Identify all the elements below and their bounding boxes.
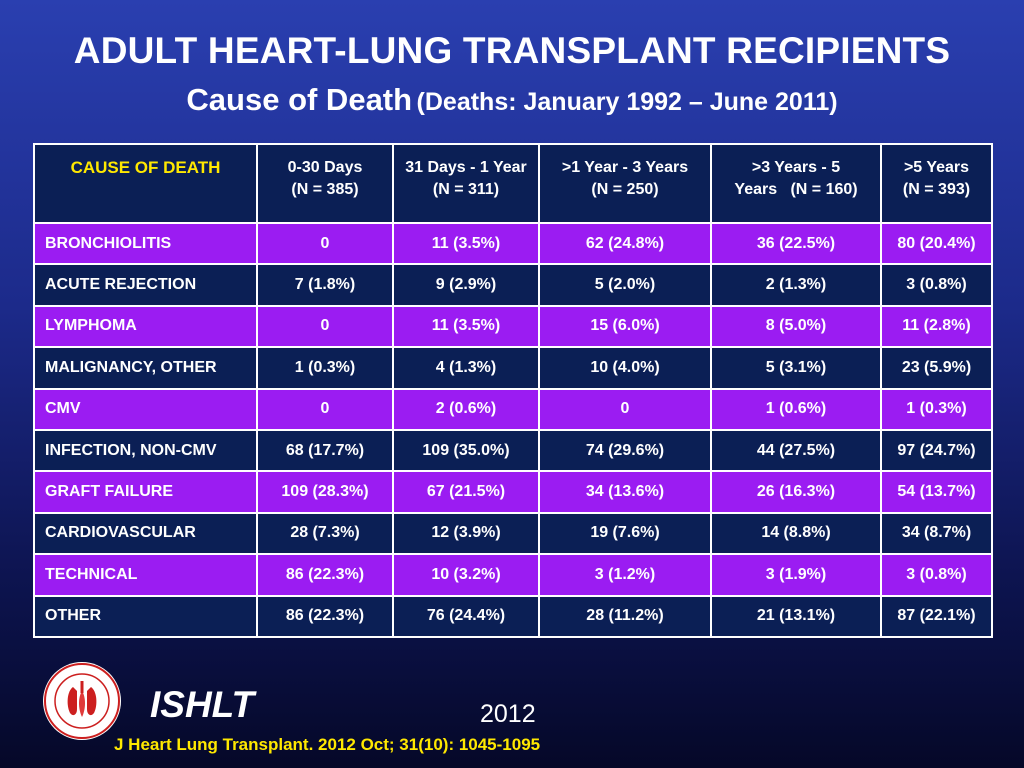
row-label-cause: TECHNICAL [33, 553, 258, 597]
table-cell-value: 23 (5.9%) [880, 346, 993, 390]
table-cell-value: 2 (1.3%) [710, 263, 882, 307]
table-cell-value: 28 (11.2%) [538, 594, 712, 639]
header-cell-3-5-years: >3 Years - 5 Years (N = 160) [710, 143, 882, 224]
ishlt-logo-seal [43, 662, 121, 740]
table-body: BRONCHIOLITIS 0 11 (3.5%) 62 (24.8%) 36 (22.… [33, 221, 993, 639]
footer-year: 2012 [480, 700, 536, 728]
row-label-cause: MALIGNANCY, OTHER [33, 346, 258, 390]
table-row: ACUTE REJECTION 7 (1.8%) 9 (2.9%) 5 (2.0%) 2… [33, 263, 993, 307]
subtitle-date-range: (Deaths: January 1992 – June 2011) [416, 88, 838, 116]
row-label-cause: CARDIOVASCULAR [33, 511, 258, 556]
row-label-cause: CMV [33, 387, 258, 431]
table-cell-value: 87 (22.1%) [880, 594, 993, 639]
table-cell-value: 3 (0.8%) [880, 263, 993, 307]
table-header-row: CAUSE OF DEATH 0-30 Days (N = 385) 31 Da… [33, 143, 993, 224]
table-row: MALIGNANCY, OTHER 1 (0.3%) 4 (1.3%) 10 (4.0… [33, 346, 993, 390]
table-row: GRAFT FAILURE 109 (28.3%) 67 (21.5%) 34 (13… [33, 470, 993, 514]
table-cell-value: 97 (24.7%) [880, 428, 993, 473]
table-cell-value: 86 (22.3%) [256, 594, 394, 639]
table-cell-value: 19 (7.6%) [538, 511, 712, 556]
table-cell-value: 80 (20.4%) [880, 221, 993, 266]
table-row: OTHER 86 (22.3%) 76 (24.4%) 28 (11.2%) 21 (1… [33, 594, 993, 639]
table-cell-value: 26 (16.3%) [710, 470, 882, 514]
table-cell-value: 7 (1.8%) [256, 263, 394, 307]
subtitle-main: Cause of Death [186, 82, 413, 117]
table-cell-value: 3 (1.9%) [710, 553, 882, 597]
table-cell-value: 109 (28.3%) [256, 470, 394, 514]
table-cell-value: 10 (4.0%) [538, 346, 712, 390]
row-label-cause: INFECTION, NON-CMV [33, 428, 258, 473]
row-label-cause: BRONCHIOLITIS [33, 221, 258, 266]
table-cell-value: 1 (0.3%) [880, 387, 993, 431]
table-cell-value: 15 (6.0%) [538, 304, 712, 349]
table-row: TECHNICAL 86 (22.3%) 10 (3.2%) 3 (1.2%) 3 (1… [33, 553, 993, 597]
table-cell-value: 67 (21.5%) [392, 470, 540, 514]
header-cell-5-plus-years: >5 Years (N = 393) [880, 143, 993, 224]
table-cell-value: 86 (22.3%) [256, 553, 394, 597]
table-cell-value: 1 (0.6%) [710, 387, 882, 431]
table-cell-value: 5 (2.0%) [538, 263, 712, 307]
row-label-cause: OTHER [33, 594, 258, 639]
ishlt-brand-text: ISHLT [150, 684, 255, 725]
table-cell-value: 5 (3.1%) [710, 346, 882, 390]
table-cell-value: 74 (29.6%) [538, 428, 712, 473]
table-cell-value: 8 (5.0%) [710, 304, 882, 349]
table-row: BRONCHIOLITIS 0 11 (3.5%) 62 (24.8%) 36 (22.… [33, 221, 993, 266]
table-cell-value: 34 (13.6%) [538, 470, 712, 514]
table-row: INFECTION, NON-CMV 68 (17.7%) 109 (35.0%) 7… [33, 428, 993, 473]
table-cell-value: 1 (0.3%) [256, 346, 394, 390]
table-cell-value: 44 (27.5%) [710, 428, 882, 473]
table-cell-value: 3 (0.8%) [880, 553, 993, 597]
table-cell-value: 12 (3.9%) [392, 511, 540, 556]
table-cell-value: 10 (3.2%) [392, 553, 540, 597]
table-row: CARDIOVASCULAR 28 (7.3%) 12 (3.9%) 19 (7.6%… [33, 511, 993, 556]
table-cell-value: 34 (8.7%) [880, 511, 993, 556]
table-cell-value: 11 (3.5%) [392, 221, 540, 266]
table-cell-value: 76 (24.4%) [392, 594, 540, 639]
row-label-cause: LYMPHOMA [33, 304, 258, 349]
table-cell-value: 2 (0.6%) [392, 387, 540, 431]
table-cell-value: 4 (1.3%) [392, 346, 540, 390]
header-cell-0-30-days: 0-30 Days (N = 385) [256, 143, 394, 224]
table-cell-value: 0 [256, 221, 394, 266]
journal-citation: J Heart Lung Transplant. 2012 Oct; 31(10… [114, 735, 541, 754]
row-label-cause: ACUTE REJECTION [33, 263, 258, 307]
table-cell-value: 21 (13.1%) [710, 594, 882, 639]
table-row: CMV 0 2 (0.6%) 0 1 (0.6%) 1 (0.3%) [33, 387, 993, 431]
table-cell-value: 54 (13.7%) [880, 470, 993, 514]
table-row: LYMPHOMA 0 11 (3.5%) 15 (6.0%) 8 (5.0%) 11 (2… [33, 304, 993, 349]
table-cell-value: 68 (17.7%) [256, 428, 394, 473]
table-cell-value: 11 (2.8%) [880, 304, 993, 349]
table-cell-value: 36 (22.5%) [710, 221, 882, 266]
table-cell-value: 28 (7.3%) [256, 511, 394, 556]
table-cell-value: 9 (2.9%) [392, 263, 540, 307]
header-cell-cause: CAUSE OF DEATH [33, 143, 258, 224]
table-cell-value: 62 (24.8%) [538, 221, 712, 266]
cause-of-death-table: CAUSE OF DEATH 0-30 Days (N = 385) 31 Da… [33, 143, 993, 639]
table-cell-value: 0 [256, 387, 394, 431]
page-subtitle: Cause of Death (Deaths: January 1992 – J… [0, 82, 1024, 118]
header-cell-31-days-1-year: 31 Days - 1 Year (N = 311) [392, 143, 540, 224]
table-cell-value: 11 (3.5%) [392, 304, 540, 349]
table-cell-value: 3 (1.2%) [538, 553, 712, 597]
table-cell-value: 14 (8.8%) [710, 511, 882, 556]
table-cell-value: 109 (35.0%) [392, 428, 540, 473]
page-title: ADULT HEART-LUNG TRANSPLANT RECIPIENTS [73, 30, 951, 71]
table-cell-value: 0 [538, 387, 712, 431]
table-cell-value: 0 [256, 304, 394, 349]
header-cell-1-3-years: >1 Year - 3 Years (N = 250) [538, 143, 712, 224]
row-label-cause: GRAFT FAILURE [33, 470, 258, 514]
